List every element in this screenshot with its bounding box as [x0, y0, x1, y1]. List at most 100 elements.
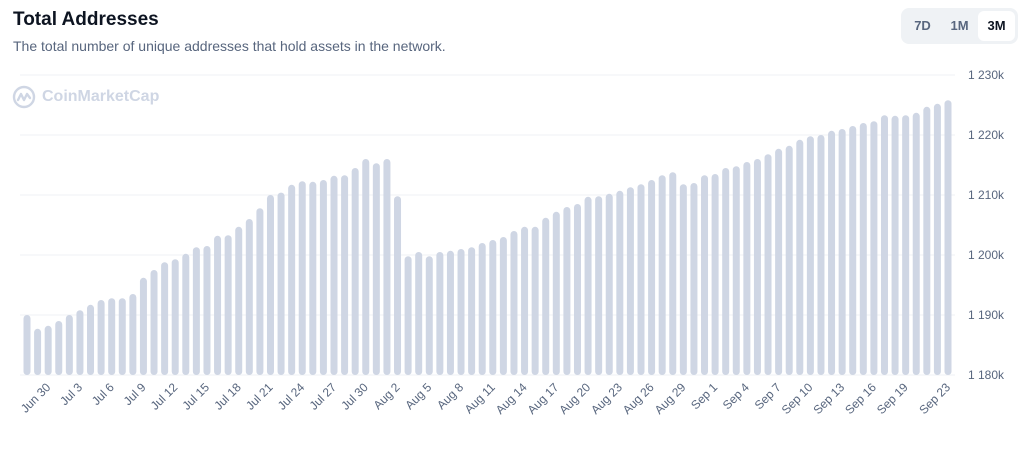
y-tick-label: 1 210k — [968, 188, 1005, 202]
x-tick-label: Sep 23 — [916, 380, 953, 417]
bar — [214, 235, 222, 375]
bar — [626, 187, 634, 375]
bar — [288, 184, 296, 375]
bar — [891, 115, 899, 376]
bar — [616, 190, 624, 375]
x-tick-label: Jul 3 — [57, 380, 85, 408]
bar — [806, 136, 814, 375]
bar — [256, 208, 264, 375]
bar — [732, 166, 740, 375]
bar — [796, 139, 804, 375]
bar — [97, 300, 105, 375]
bar — [764, 154, 772, 375]
bar — [690, 183, 698, 375]
bar — [785, 145, 793, 375]
bar — [849, 126, 857, 375]
bar — [753, 159, 761, 375]
bar — [669, 172, 677, 375]
bar — [319, 180, 327, 375]
bar — [679, 184, 687, 375]
bar — [436, 252, 444, 375]
bar — [55, 321, 63, 375]
y-tick-label: 1 220k — [968, 128, 1005, 142]
bar — [521, 226, 529, 375]
x-tick-label: Sep 13 — [810, 380, 847, 417]
bar — [478, 243, 486, 375]
bar — [404, 256, 412, 375]
range-7d-button[interactable]: 7D — [914, 18, 931, 33]
x-tick-label: Jul 18 — [211, 380, 244, 413]
bar — [637, 184, 645, 375]
bar — [499, 237, 507, 375]
bar — [457, 249, 465, 375]
bar — [573, 204, 581, 375]
bar — [468, 247, 476, 375]
bar — [722, 168, 730, 375]
bar — [489, 240, 497, 375]
bar — [743, 162, 751, 375]
x-tick-label: Aug 17 — [525, 380, 562, 417]
bar — [203, 246, 211, 375]
range-1m-button[interactable]: 1M — [950, 18, 969, 33]
bar — [859, 123, 867, 375]
bar — [341, 175, 349, 375]
bar — [65, 315, 73, 375]
x-tick-label: Sep 1 — [688, 380, 720, 412]
bar — [425, 256, 433, 375]
bar — [817, 135, 825, 375]
bar — [44, 325, 52, 375]
bar — [277, 192, 285, 375]
x-tick-label: Jul 30 — [338, 380, 371, 413]
coinmarketcap-logo-icon — [12, 85, 36, 109]
bar — [351, 168, 359, 375]
bar — [372, 163, 380, 375]
bar — [828, 130, 836, 375]
bar — [298, 181, 306, 375]
bar — [129, 294, 137, 375]
bar — [235, 226, 243, 375]
x-tick-label: Aug 11 — [462, 380, 498, 416]
bar — [711, 174, 719, 375]
bar — [245, 219, 253, 375]
x-tick-label: Sep 10 — [779, 380, 816, 417]
x-tick-label: Jul 27 — [307, 380, 340, 413]
bar — [330, 175, 338, 375]
time-range-selector: 7D 1M 3M — [901, 8, 1018, 44]
x-tick-label: Jul 6 — [89, 380, 117, 408]
x-tick-label: Aug 2 — [371, 380, 403, 412]
bar — [584, 196, 592, 375]
y-tick-label: 1 180k — [968, 368, 1005, 382]
x-tick-label: Jun 30 — [18, 380, 54, 416]
bar — [34, 328, 42, 375]
bar — [510, 231, 518, 375]
x-tick-label: Aug 26 — [620, 380, 657, 417]
bar — [595, 196, 603, 375]
bar — [944, 100, 952, 375]
coinmarketcap-watermark: CoinMarketCap — [12, 85, 159, 109]
bar — [446, 250, 454, 375]
range-3m-button[interactable]: 3M — [978, 11, 1015, 41]
bar — [182, 253, 190, 375]
bar — [923, 106, 931, 376]
chart-subtitle: The total number of unique addresses tha… — [13, 38, 446, 54]
x-tick-label: Aug 23 — [588, 380, 625, 417]
x-tick-label: Jul 24 — [275, 380, 308, 413]
bar — [224, 235, 232, 375]
x-tick-label: Aug 29 — [652, 380, 689, 417]
x-tick-label: Sep 16 — [842, 380, 879, 417]
y-tick-label: 1 190k — [968, 308, 1005, 322]
bar — [912, 112, 920, 376]
bar — [76, 310, 84, 375]
bar — [775, 148, 783, 375]
watermark-text: CoinMarketCap — [42, 88, 160, 105]
bar — [118, 298, 126, 375]
y-tick-label: 1 200k — [968, 248, 1005, 262]
bar — [880, 115, 888, 375]
x-tick-label: Sep 19 — [874, 380, 911, 417]
x-tick-label: Jul 21 — [243, 380, 276, 413]
bar — [139, 277, 147, 375]
bar — [648, 180, 656, 375]
x-tick-label: Jul 12 — [148, 380, 181, 413]
bar — [542, 217, 550, 375]
